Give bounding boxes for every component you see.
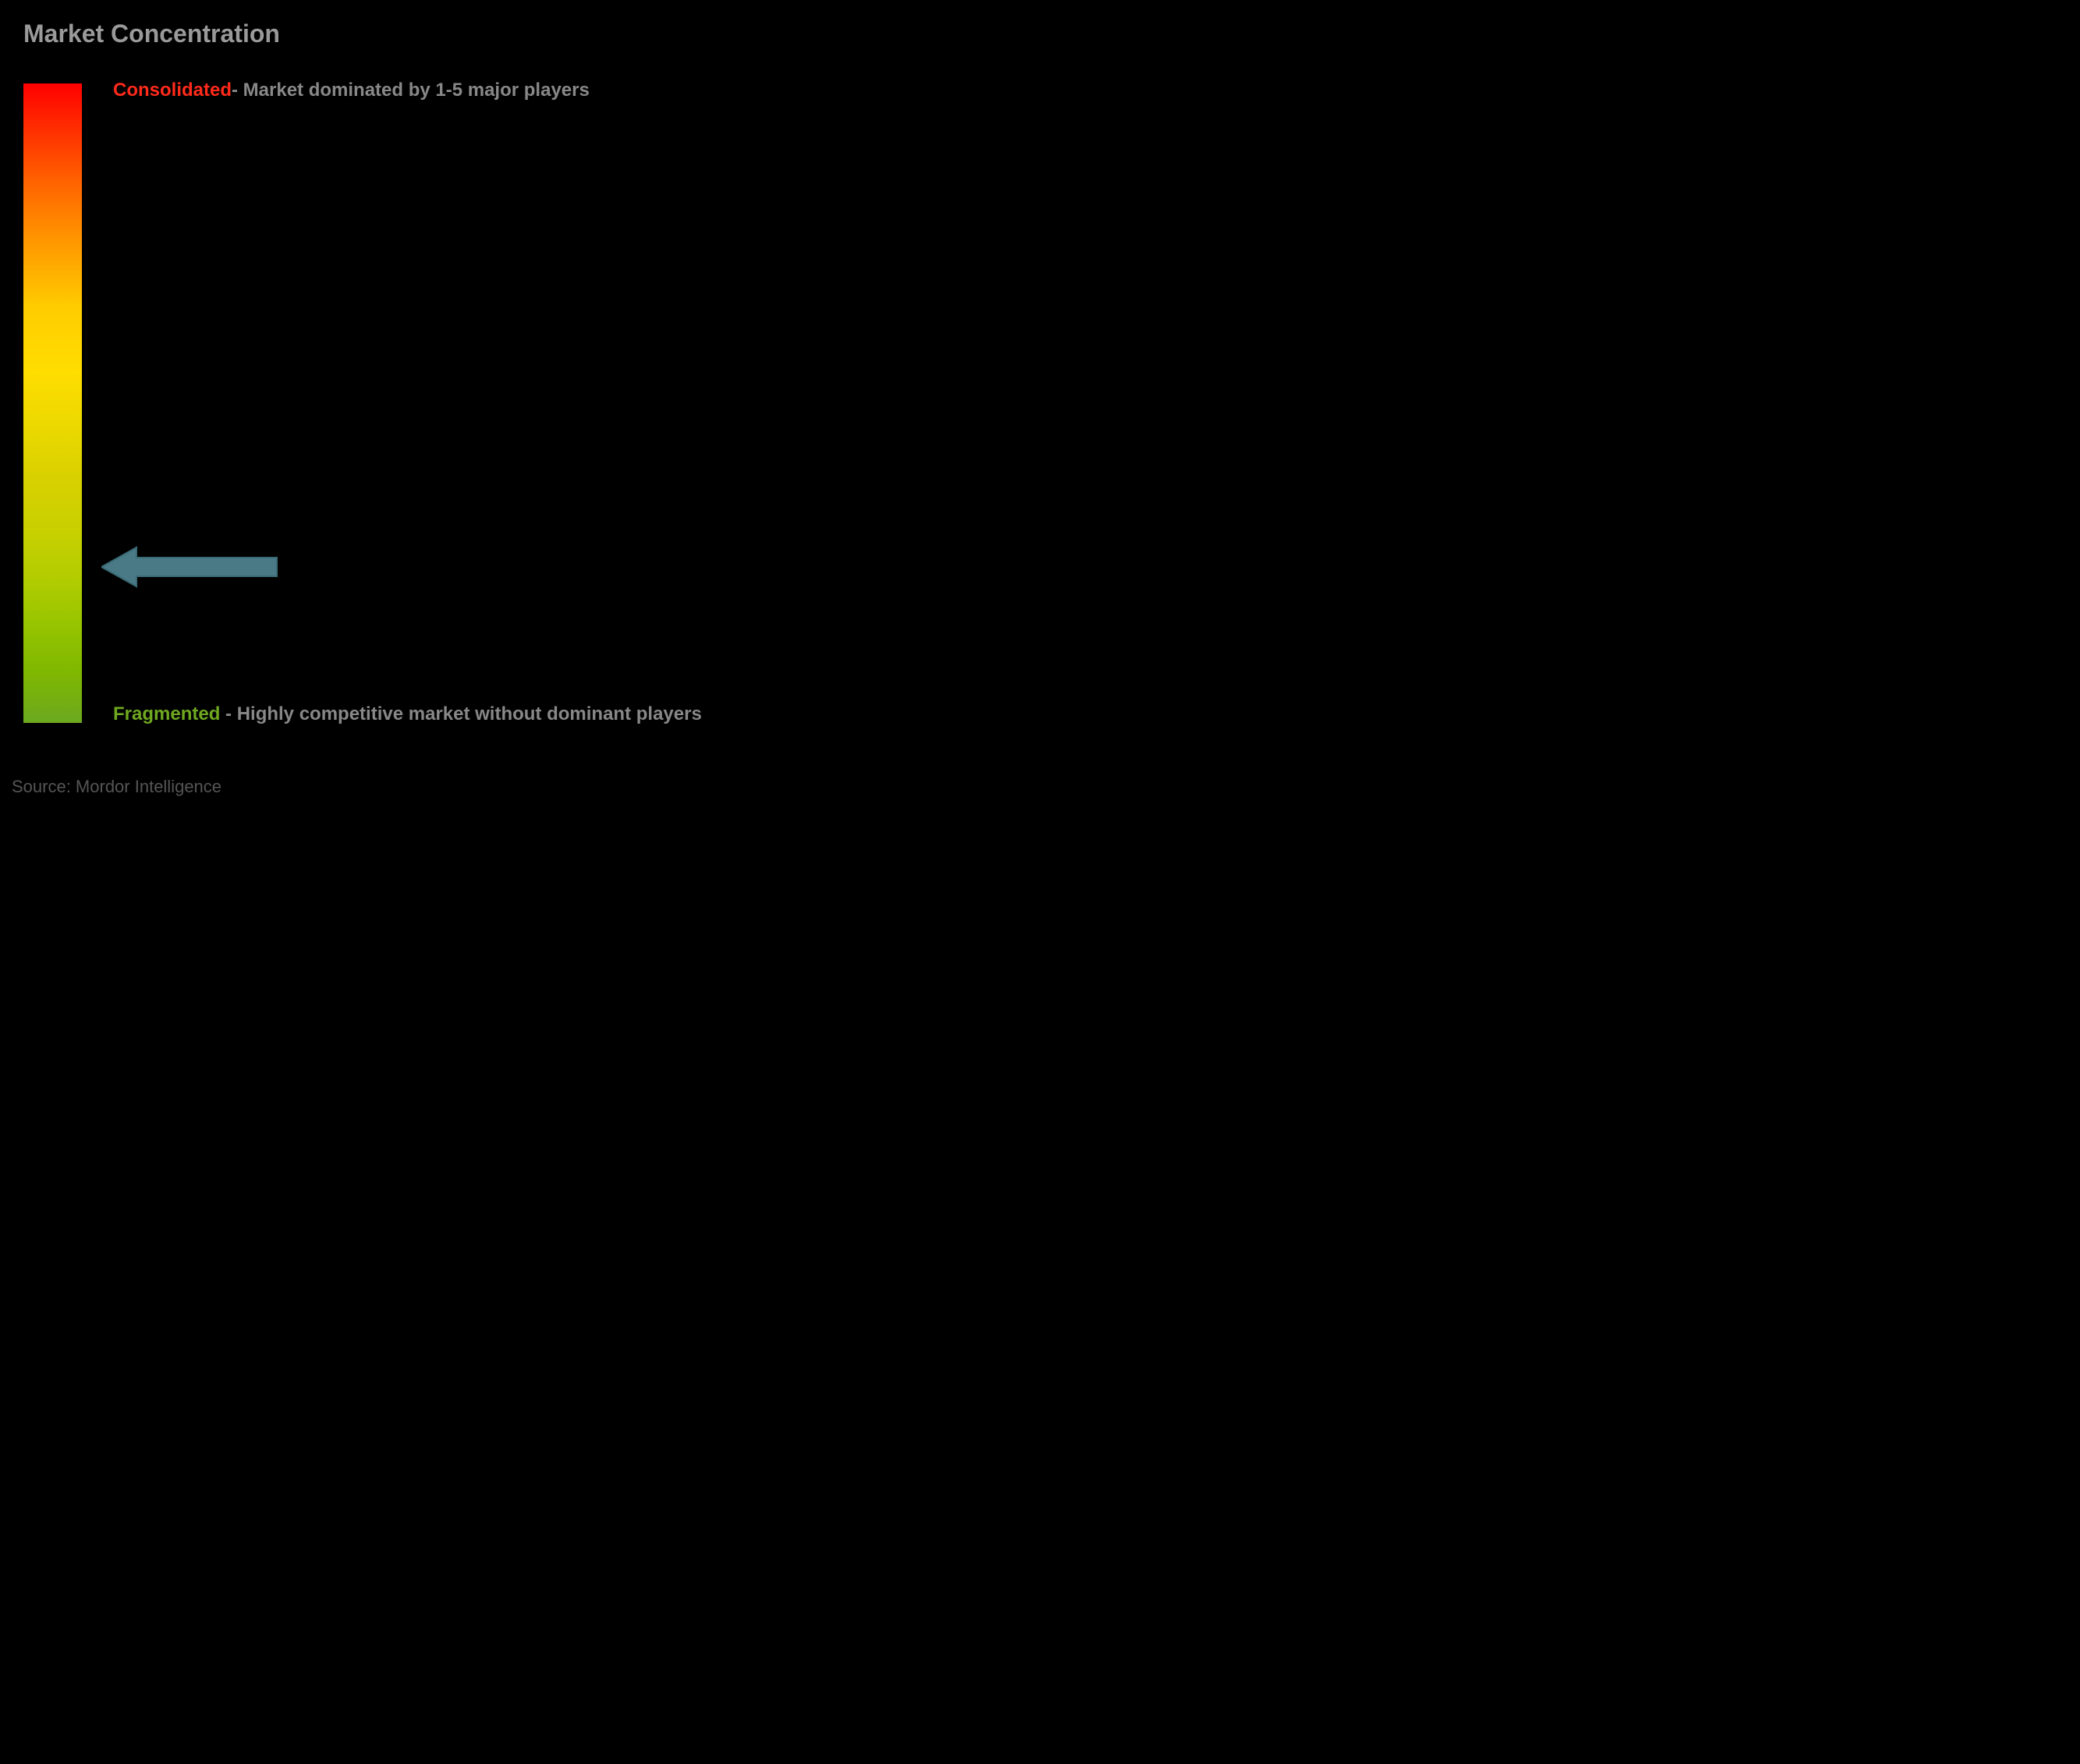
labels-area: Consolidated- Market dominated by 1-5 ma…	[113, 83, 942, 723]
position-arrow-icon	[101, 544, 281, 594]
fragmented-description: - Highly competitive market without domi…	[220, 703, 701, 724]
diagram-title: Market Concentration	[23, 19, 942, 48]
fragmented-label: Fragmented - Highly competitive market w…	[113, 700, 702, 729]
fragmented-emphasis: Fragmented	[113, 703, 220, 724]
content-row: Consolidated- Market dominated by 1-5 ma…	[23, 83, 942, 723]
concentration-gradient-bar	[23, 83, 82, 723]
source-attribution: Source: Mordor Intelligence	[12, 777, 221, 797]
consolidated-label: Consolidated- Market dominated by 1-5 ma…	[113, 80, 590, 101]
consolidated-emphasis: Consolidated	[113, 80, 232, 101]
consolidated-description: - Market dominated by 1-5 major players	[232, 80, 590, 101]
